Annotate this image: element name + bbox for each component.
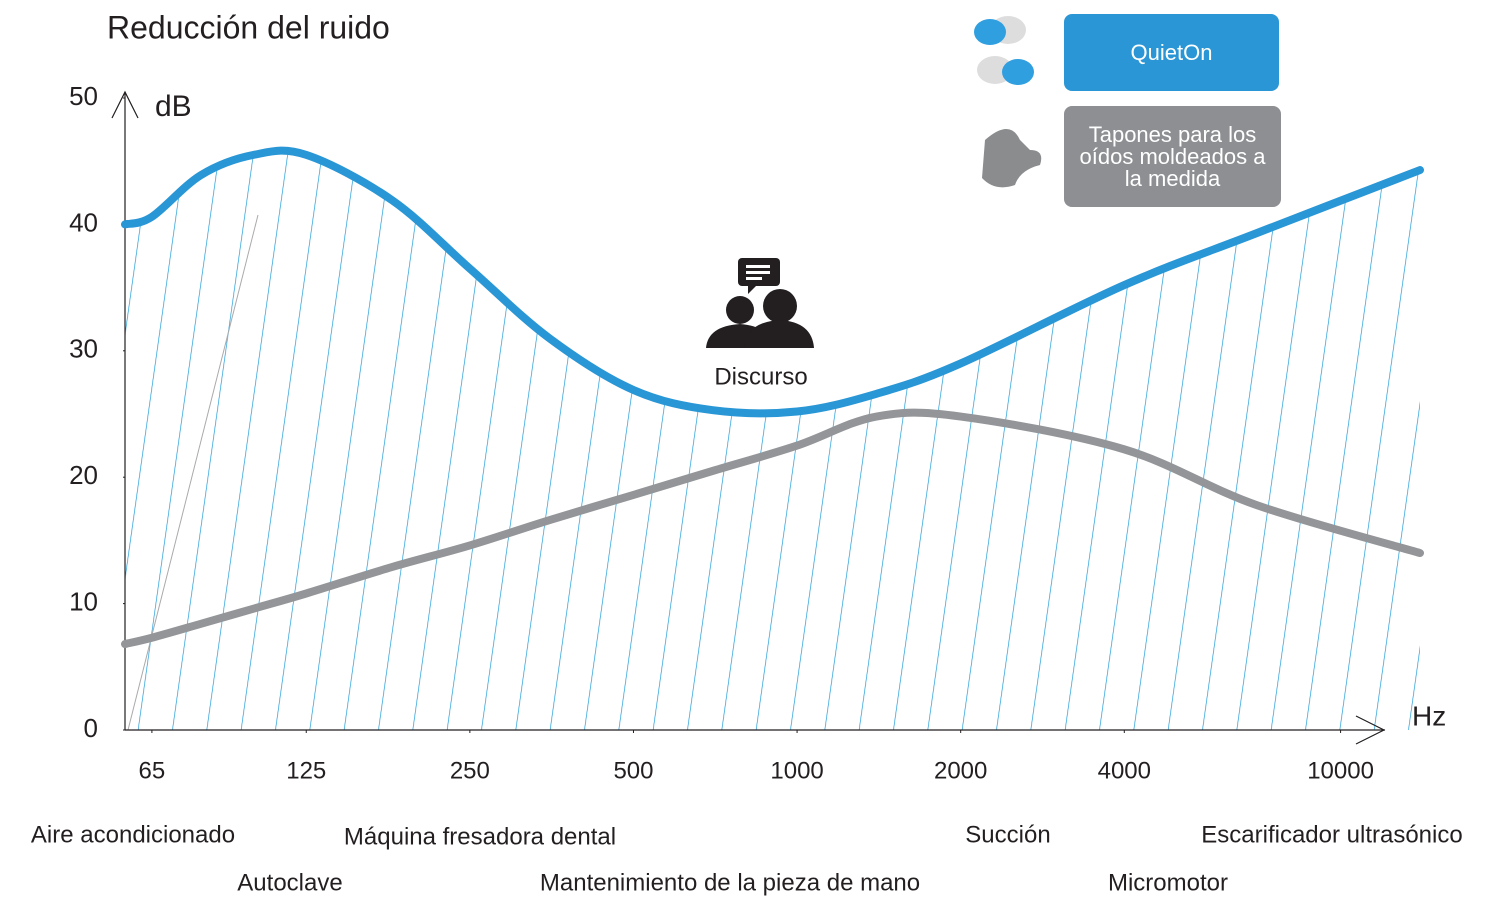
y-axis-label: dB (155, 90, 192, 123)
y-tick-label: 30 (69, 334, 98, 364)
y-tick-label: 0 (84, 713, 98, 743)
y-tick-label: 20 (69, 460, 98, 490)
x-tick-label: 2000 (934, 757, 987, 784)
x-tick-label: 500 (613, 757, 653, 784)
x-tick-label: 4000 (1098, 757, 1151, 784)
noise-source-label: Escarificador ultrasónico (1201, 821, 1462, 848)
quieton-icon (974, 16, 1034, 85)
noise-source-label: Succión (965, 821, 1050, 848)
noise-source-label: Micromotor (1108, 869, 1228, 896)
x-tick-label: 250 (450, 757, 490, 784)
chart: Reducción del ruido dB Hz Discurso 01020… (0, 0, 1508, 902)
noise-source-label: Aire acondicionado (31, 821, 235, 848)
y-tick-label: 50 (69, 81, 98, 111)
legend-entry: Tapones para los oídos moldeados a la me… (1064, 106, 1281, 207)
noise-source-label: Mantenimiento de la pieza de mano (540, 869, 920, 896)
noise-source-label: Máquina fresadora dental (344, 823, 616, 850)
custom-plug-icon (982, 129, 1041, 187)
x-tick-label: 10000 (1307, 757, 1374, 784)
chart-title: Reducción del ruido (107, 9, 390, 45)
legend-entry: QuietOn (1064, 14, 1279, 91)
annotation: Discurso (714, 363, 807, 390)
speech-icon (706, 258, 814, 348)
y-tick-label: 40 (69, 207, 98, 237)
y-tick-label: 10 (69, 586, 98, 616)
page: Reducción del ruido dB Hz Discurso 01020… (0, 0, 1508, 902)
x-tick-label: 1000 (770, 757, 823, 784)
noise-source-label: Autoclave (237, 869, 342, 896)
x-tick-label: 65 (139, 757, 166, 784)
hatched-area (125, 151, 1420, 730)
x-tick-label: 125 (286, 757, 326, 784)
